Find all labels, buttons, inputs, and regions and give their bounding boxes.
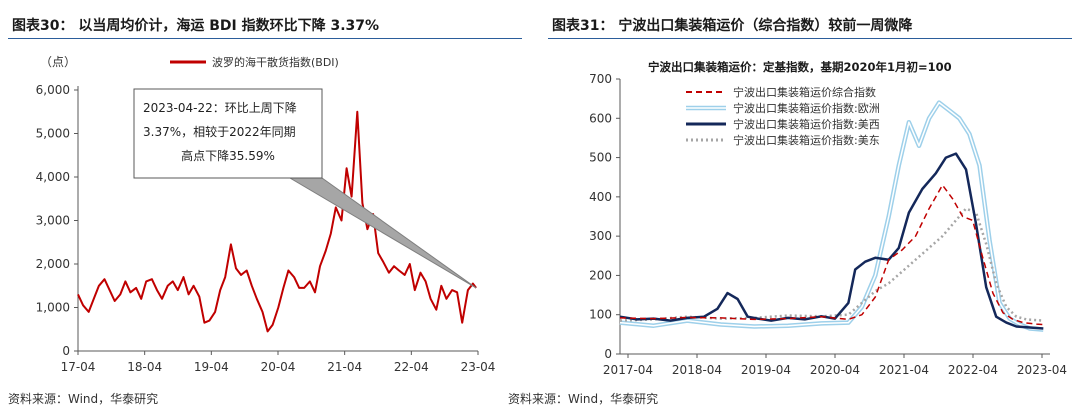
left-x-tick-label: 21-04 [327, 360, 362, 374]
left-x-tick-label: 20-04 [261, 360, 296, 374]
left-y-tick-label: 5,000 [36, 127, 70, 141]
callout-line: 2023-04-22：环比上周下降 [143, 101, 297, 115]
legend-label-us_west: 宁波出口集装箱运价指数:美西 [733, 117, 880, 131]
legend-label-us_east: 宁波出口集装箱运价指数:美东 [733, 133, 880, 147]
ningbo-container-freight-chart: 0 100 200 300 400 500 600 700 2017-04 2018-04 2019… [589, 60, 1067, 377]
left-x-tick-label: 22-04 [394, 360, 429, 374]
left-unit-label: （点） [40, 55, 76, 69]
bdi-line-chart: 0 1,000 2,000 3,000 4,000 5,000 6,000 （点） 17-04 1… [36, 55, 496, 374]
left-y-tick-label: 4,000 [36, 170, 70, 184]
right-x-tick-label: 2019-04 [741, 363, 791, 377]
right-y-tick-label: 700 [589, 72, 612, 86]
right-x-tick-label: 2022-04 [948, 363, 998, 377]
right-y-tick-label: 0 [604, 347, 612, 361]
callout-line: 高点下降35.59% [181, 148, 275, 163]
legend-label-europe: 宁波出口集装箱运价指数:欧洲 [733, 101, 880, 115]
left-x-tick-label: 18-04 [127, 360, 162, 374]
right-chart-title: 宁波出口集装箱运价：定基指数，基期2020年1月初=100 [648, 60, 952, 74]
left-y-tick-label: 1,000 [36, 301, 70, 315]
right-figure-panel: 图表31： 宁波出口集装箱运价（综合指数）较前一周微降 0 100 200 300 40… [508, 0, 1080, 418]
bdi-series-line [77, 110, 477, 333]
left-y-tick-label: 2,000 [36, 257, 70, 271]
right-x-tick-label: 2018-04 [672, 363, 722, 377]
right-figure-title: 图表31： 宁波出口集装箱运价（综合指数）较前一周微降 [552, 18, 913, 34]
left-x-tick-label: 19-04 [194, 360, 229, 374]
right-y-tick-label: 100 [589, 308, 612, 322]
left-source-note: 资料来源：Wind，华泰研究 [8, 392, 159, 406]
right-y-tick-label: 300 [589, 229, 612, 243]
left-x-tick-label: 23-04 [461, 360, 496, 374]
legend-label-composite: 宁波出口集装箱运价综合指数 [733, 85, 876, 99]
series-line-europe-inner [619, 101, 1044, 331]
right-y-tick-label: 500 [589, 151, 612, 165]
left-y-tick-label: 0 [62, 344, 70, 358]
left-title-rule [8, 38, 522, 39]
right-x-tick-label: 2021-04 [879, 363, 929, 377]
series-line-composite [619, 184, 1044, 326]
left-legend-label: 波罗的海干散货指数(BDI) [212, 55, 339, 69]
left-y-tick-label: 3,000 [36, 214, 70, 228]
right-source-note: 资料来源：Wind，华泰研究 [508, 392, 659, 406]
right-y-tick-label: 600 [589, 111, 612, 125]
callout-line: 3.37%，相较于2022年同期 [143, 124, 296, 139]
right-x-tick-label: 2020-04 [810, 363, 860, 377]
left-figure-title: 图表30： 以当周均价计，海运 BDI 指数环比下降 3.37% [12, 18, 380, 34]
right-x-tick-label: 2017-04 [603, 363, 653, 377]
callout-box [133, 88, 323, 179]
left-figure-panel: 图表30： 以当周均价计，海运 BDI 指数环比下降 3.37% 0 1,000 2… [0, 0, 530, 418]
right-title-rule [548, 38, 1072, 39]
right-x-tick-label: 2023-04 [1017, 363, 1067, 377]
right-y-tick-label: 200 [589, 268, 612, 282]
right-y-tick-label: 400 [589, 190, 612, 204]
left-x-tick-label: 17-04 [61, 360, 96, 374]
series-line-us_east [619, 207, 1044, 322]
callout-pointer [288, 177, 477, 289]
left-y-tick-label: 6,000 [36, 83, 70, 97]
